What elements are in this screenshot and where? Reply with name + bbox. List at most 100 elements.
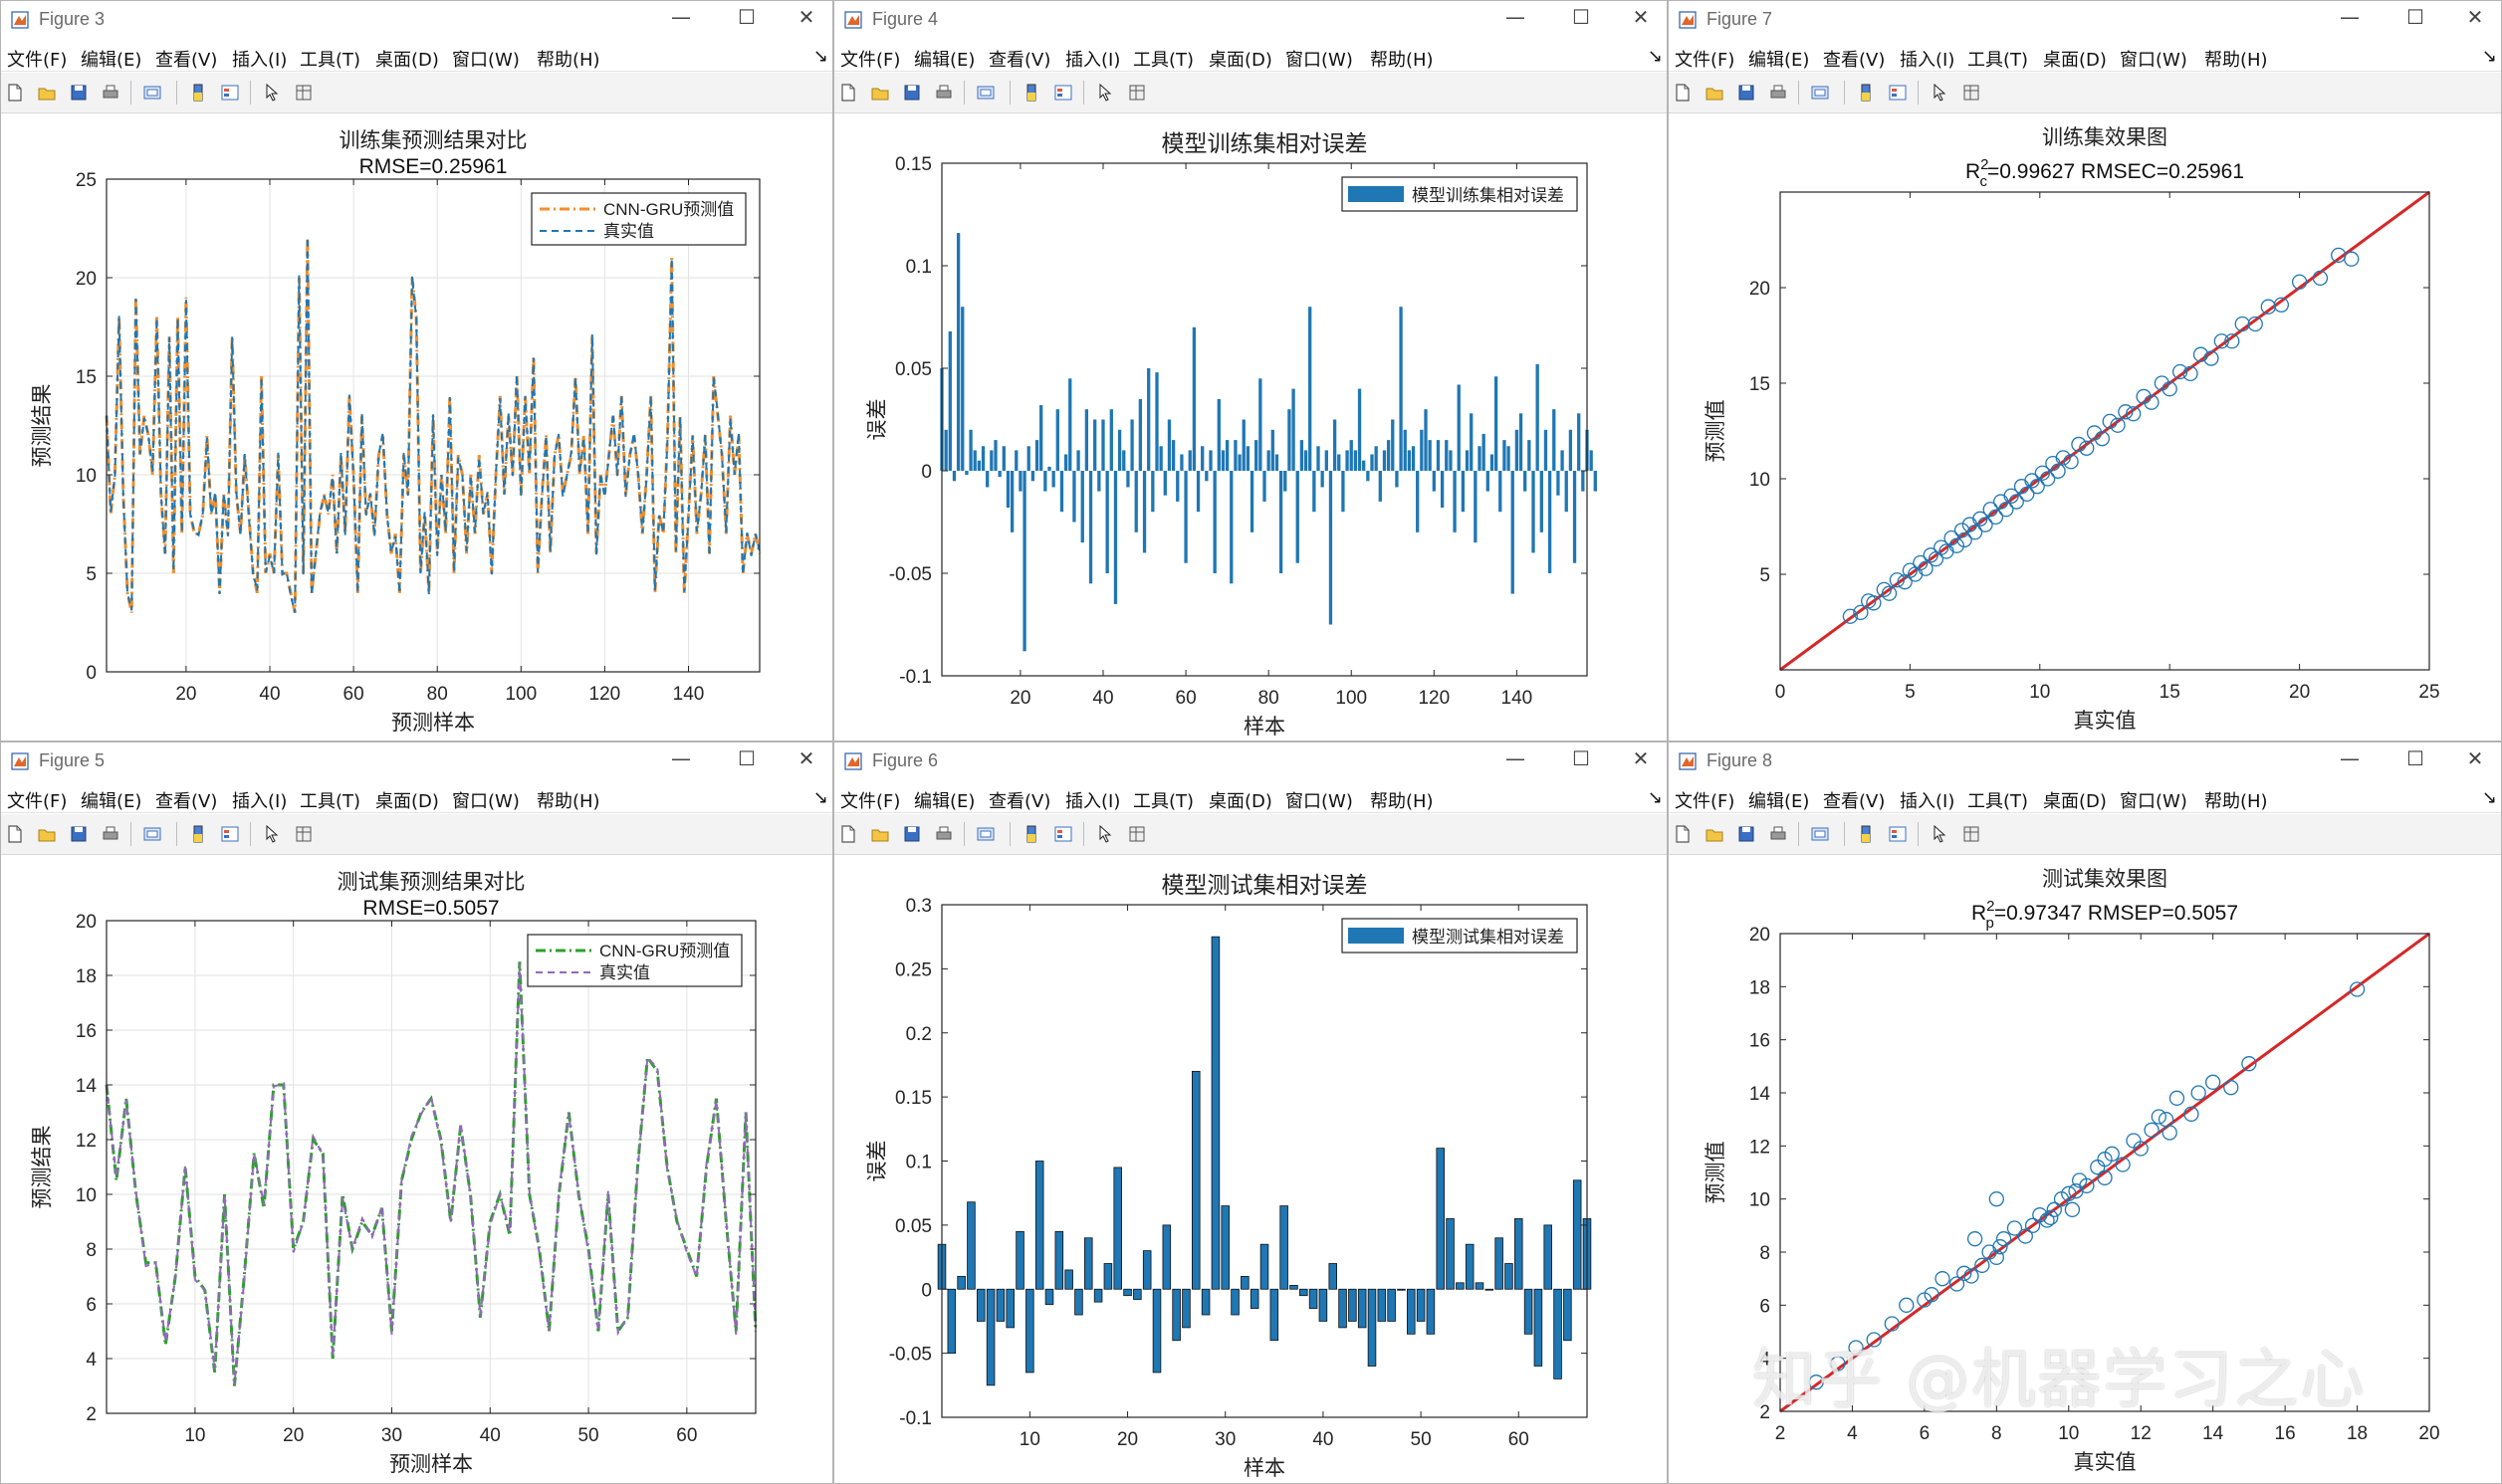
menu-item-5[interactable]: 桌面(D) <box>1209 50 1272 71</box>
open-file-icon[interactable] <box>870 824 890 844</box>
menu-item-0[interactable]: 文件(F) <box>1675 50 1735 71</box>
new-figure-icon[interactable] <box>5 83 25 103</box>
menu-item-1[interactable]: 编辑(E) <box>81 50 142 71</box>
property-inspector-icon[interactable] <box>1961 83 1981 103</box>
minimize-button[interactable]: — <box>2340 5 2360 29</box>
title-bar[interactable]: Figure 8 — ☐ ✕ <box>1669 742 2501 780</box>
open-file-icon[interactable] <box>37 824 57 844</box>
menu-item-3[interactable]: 插入(I) <box>1065 791 1121 812</box>
menu-item-7[interactable]: 帮助(H) <box>1370 791 1434 812</box>
menu-item-5[interactable]: 桌面(D) <box>375 791 439 812</box>
menu-item-4[interactable]: 工具(T) <box>1133 791 1195 812</box>
new-figure-icon[interactable] <box>1673 824 1693 844</box>
legend[interactable]: 模型训练集相对误差 <box>1341 176 1578 212</box>
title-bar[interactable]: Figure 3 — ☐ ✕ <box>1 1 832 39</box>
new-figure-icon[interactable] <box>1673 83 1693 103</box>
new-figure-icon[interactable] <box>5 824 25 844</box>
open-file-icon[interactable] <box>1705 824 1724 844</box>
colorbar-icon[interactable] <box>1856 824 1876 844</box>
close-button[interactable]: ✕ <box>797 746 815 770</box>
menu-item-7[interactable]: 帮助(H) <box>2204 50 2268 71</box>
pointer-icon[interactable] <box>262 83 282 103</box>
maximize-button[interactable]: ☐ <box>1572 746 1590 770</box>
menu-item-7[interactable]: 帮助(H) <box>1370 50 1434 71</box>
print-icon[interactable] <box>934 83 954 103</box>
menu-item-1[interactable]: 编辑(E) <box>1748 50 1810 71</box>
print-icon[interactable] <box>1768 824 1788 844</box>
menu-item-0[interactable]: 文件(F) <box>7 50 68 71</box>
menu-item-7[interactable]: 帮助(H) <box>2204 791 2268 812</box>
menu-item-2[interactable]: 查看(V) <box>989 791 1051 812</box>
menu-item-6[interactable]: 窗口(W) <box>1285 50 1353 71</box>
close-button[interactable]: ✕ <box>2466 5 2484 29</box>
minimize-button[interactable]: — <box>1505 746 1525 770</box>
pointer-icon[interactable] <box>1930 824 1949 844</box>
close-button[interactable]: ✕ <box>1632 746 1650 770</box>
link-plot-icon[interactable] <box>1810 83 1830 103</box>
print-icon[interactable] <box>101 824 120 844</box>
legend[interactable]: 模型测试集相对误差 <box>1341 918 1578 954</box>
minimize-button[interactable]: — <box>671 746 691 770</box>
menu-item-3[interactable]: 插入(I) <box>1900 50 1955 71</box>
pointer-icon[interactable] <box>1930 83 1949 103</box>
pointer-icon[interactable] <box>1095 83 1115 103</box>
open-file-icon[interactable] <box>870 83 890 103</box>
figure-window-fig4[interactable]: Figure 4 — ☐ ✕ 文件(F) 编辑(E) 查看(V) 插入(I) 工具(T) 桌面(D… <box>833 0 1668 742</box>
menu-item-0[interactable]: 文件(F) <box>840 791 901 812</box>
save-icon[interactable] <box>1736 83 1756 103</box>
title-bar[interactable]: Figure 7 — ☐ ✕ <box>1669 1 2501 39</box>
figure-window-fig5[interactable]: Figure 5 — ☐ ✕ 文件(F) 编辑(E) 查看(V) 插入(I) 工具(T) 桌面(D… <box>0 742 833 1484</box>
save-icon[interactable] <box>69 83 89 103</box>
menu-overflow-icon[interactable]: ↘ <box>1647 787 1663 808</box>
menu-item-5[interactable]: 桌面(D) <box>375 50 439 71</box>
minimize-button[interactable]: — <box>671 5 691 29</box>
close-button[interactable]: ✕ <box>1632 5 1650 29</box>
maximize-button[interactable]: ☐ <box>2406 746 2424 770</box>
figure-window-fig7[interactable]: Figure 7 — ☐ ✕ 文件(F) 编辑(E) 查看(V) 插入(I) 工具(T) 桌面(D… <box>1668 0 2502 742</box>
figure-window-fig8[interactable]: Figure 8 — ☐ ✕ 文件(F) 编辑(E) 查看(V) 插入(I) 工具(T) 桌面(D… <box>1668 742 2502 1484</box>
menu-item-0[interactable]: 文件(F) <box>1675 791 1735 812</box>
legend-icon[interactable] <box>1888 824 1908 844</box>
figure-window-fig3[interactable]: Figure 3 — ☐ ✕ 文件(F) 编辑(E) 查看(V) 插入(I) 工具(T) 桌面(D… <box>0 0 833 742</box>
menu-overflow-icon[interactable]: ↘ <box>2481 787 2497 808</box>
menu-item-6[interactable]: 窗口(W) <box>1285 791 1353 812</box>
menu-item-5[interactable]: 桌面(D) <box>2043 791 2107 812</box>
maximize-button[interactable]: ☐ <box>738 746 756 770</box>
property-inspector-icon[interactable] <box>294 824 314 844</box>
menu-item-0[interactable]: 文件(F) <box>7 791 68 812</box>
menu-item-2[interactable]: 查看(V) <box>155 50 218 71</box>
menu-item-3[interactable]: 插入(I) <box>232 791 288 812</box>
legend-icon[interactable] <box>1888 83 1908 103</box>
open-file-icon[interactable] <box>37 83 57 103</box>
menu-item-1[interactable]: 编辑(E) <box>81 791 142 812</box>
link-plot-icon[interactable] <box>142 824 162 844</box>
maximize-button[interactable]: ☐ <box>738 5 756 29</box>
colorbar-icon[interactable] <box>1856 83 1876 103</box>
close-button[interactable]: ✕ <box>797 5 815 29</box>
open-file-icon[interactable] <box>1705 83 1724 103</box>
pointer-icon[interactable] <box>262 824 282 844</box>
legend-icon[interactable] <box>1053 824 1073 844</box>
maximize-button[interactable]: ☐ <box>1572 5 1590 29</box>
property-inspector-icon[interactable] <box>1127 824 1147 844</box>
menu-item-2[interactable]: 查看(V) <box>155 791 218 812</box>
colorbar-icon[interactable] <box>1022 824 1041 844</box>
menu-item-1[interactable]: 编辑(E) <box>1748 791 1810 812</box>
legend-icon[interactable] <box>220 824 240 844</box>
menu-item-4[interactable]: 工具(T) <box>300 50 361 71</box>
menu-item-4[interactable]: 工具(T) <box>1967 791 2029 812</box>
property-inspector-icon[interactable] <box>294 83 314 103</box>
menu-overflow-icon[interactable]: ↘ <box>812 787 828 808</box>
colorbar-icon[interactable] <box>1022 83 1041 103</box>
title-bar[interactable]: Figure 4 — ☐ ✕ <box>834 1 1667 39</box>
menu-item-0[interactable]: 文件(F) <box>840 50 901 71</box>
new-figure-icon[interactable] <box>838 824 858 844</box>
print-icon[interactable] <box>934 824 954 844</box>
print-icon[interactable] <box>1768 83 1788 103</box>
menu-item-6[interactable]: 窗口(W) <box>452 50 520 71</box>
property-inspector-icon[interactable] <box>1127 83 1147 103</box>
menu-item-5[interactable]: 桌面(D) <box>1209 791 1272 812</box>
new-figure-icon[interactable] <box>838 83 858 103</box>
